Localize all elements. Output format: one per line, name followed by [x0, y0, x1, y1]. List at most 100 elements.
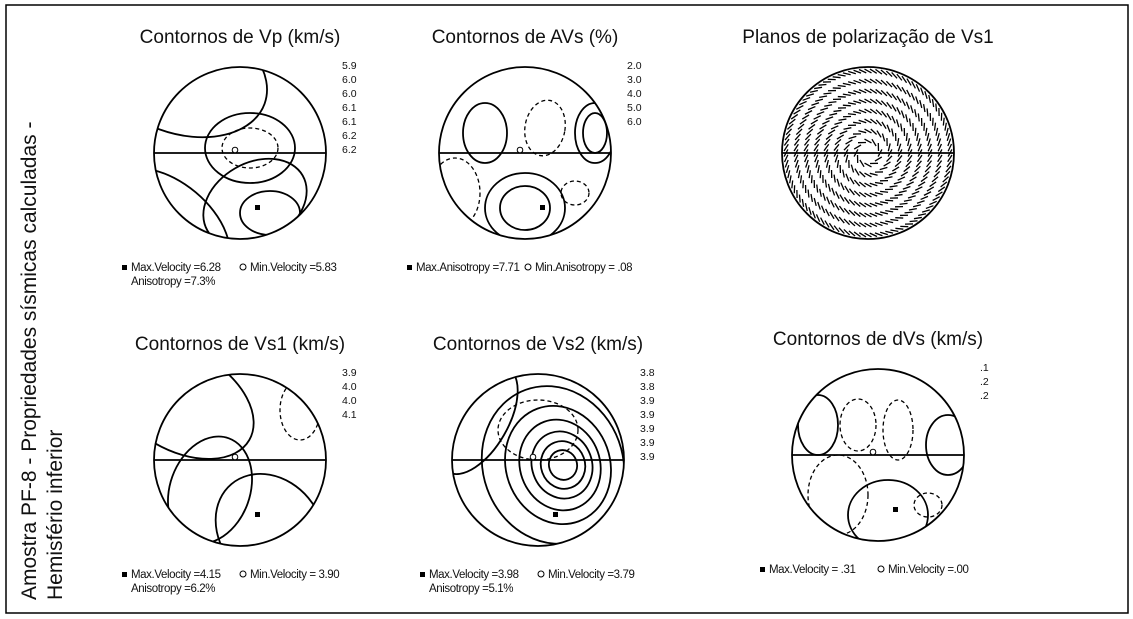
- polarization-tick: [853, 200, 861, 207]
- polarization-tick: [833, 174, 836, 183]
- polarization-tick: [827, 129, 836, 135]
- polarization-tick: [869, 232, 878, 238]
- panel: Planos de polarização de Vs1: [742, 27, 994, 240]
- polarization-tick: [816, 111, 825, 116]
- polarization-tick: [858, 201, 867, 208]
- polarization-tick: [895, 227, 904, 230]
- polarization-tick: [808, 123, 816, 130]
- polarization-tick: [829, 211, 835, 220]
- min-symbol: [869, 448, 877, 456]
- polarization-tick: [946, 160, 953, 168]
- polarization-tick: [843, 127, 852, 130]
- polarization-tick: [864, 232, 872, 238]
- polarization-tick: [885, 70, 893, 78]
- polarization-tick: [901, 86, 907, 95]
- polarization-tick: [864, 88, 872, 94]
- max-symbol: [255, 512, 260, 517]
- polarization-tick: [889, 185, 898, 188]
- polarization-tick: [843, 207, 850, 215]
- polarization-tick: [794, 159, 799, 168]
- polarization-tick: [819, 170, 822, 179]
- polarization-tick: [869, 108, 878, 115]
- max-symbol: [893, 507, 898, 512]
- polarization-tick: [838, 118, 847, 121]
- polarization-tick: [915, 84, 921, 92]
- contour-level: 4.0: [342, 381, 357, 393]
- polarization-tick: [847, 91, 856, 95]
- contour-level: 3.9: [640, 423, 655, 435]
- polarization-tick: [914, 165, 921, 173]
- polarization-tick: [858, 130, 867, 134]
- polarization-tick: [858, 212, 867, 218]
- contour-level: 6.1: [342, 102, 357, 114]
- polarization-tick: [926, 108, 929, 117]
- polarization-tick: [909, 220, 918, 223]
- polarization-tick: [842, 93, 851, 96]
- polarization-tick: [814, 86, 823, 90]
- polarization-tick: [799, 118, 807, 125]
- polarization-tick: [909, 176, 917, 182]
- polarization-tick: [922, 104, 926, 113]
- polarization-tick: [891, 71, 898, 79]
- contour-level: 3.8: [640, 367, 655, 379]
- polarization-tick: [807, 189, 810, 198]
- polarization-tick: [925, 127, 928, 136]
- polarization-tick: [831, 187, 836, 196]
- min-symbol: [516, 146, 524, 154]
- polarization-tick: [907, 195, 916, 199]
- polarization-tick: [927, 154, 933, 163]
- polarization-tick: [835, 191, 840, 199]
- polarization-tick: [844, 185, 850, 194]
- polarization-tick: [913, 216, 922, 220]
- polarization-tick: [926, 160, 933, 168]
- polarization-tick: [848, 188, 855, 196]
- polarization-tick: [901, 98, 906, 107]
- polarization-tick: [900, 123, 903, 132]
- polarization-tick: [811, 210, 816, 219]
- contour: [167, 435, 253, 545]
- contour-level: 6.1: [342, 116, 357, 128]
- polarization-tick: [794, 133, 801, 141]
- contour-level: 4.0: [627, 88, 642, 100]
- polarization-tick: [840, 182, 845, 191]
- panel-title: Contornos de dVs (km/s): [773, 329, 983, 350]
- contour-level: 3.9: [342, 367, 357, 379]
- polarization-tick: [897, 143, 902, 152]
- max-symbol: [540, 205, 545, 210]
- contour: [839, 398, 877, 452]
- polarization-tick: [864, 172, 872, 178]
- polarization-tick: [817, 165, 820, 174]
- polarization-tick: [825, 133, 833, 140]
- contours: [797, 394, 964, 541]
- polarization-tick: [858, 109, 867, 114]
- polarization-tick: [847, 113, 856, 116]
- polarization-tick: [876, 130, 882, 138]
- polarization-tick: [834, 138, 842, 146]
- polarization-tick: [869, 78, 878, 84]
- polarization-tick: [849, 176, 855, 185]
- polarization-tick: [804, 133, 812, 141]
- polarization-tick: [808, 206, 812, 216]
- contour: [547, 449, 579, 481]
- polarization-tick: [899, 202, 908, 205]
- polarization-tick: [902, 185, 911, 190]
- legend-max-symbol: [407, 265, 412, 270]
- polarization-tick: [921, 209, 931, 213]
- polarization-tick: [799, 175, 803, 184]
- polarization-tick: [823, 143, 830, 152]
- panel: Contornos de dVs (km/s) .1 .2 .2 Max.Velocit…: [760, 329, 989, 576]
- polarization-tick: [880, 89, 888, 97]
- polarization-tick: [807, 105, 816, 111]
- polarization-tick: [806, 128, 814, 135]
- polarization-tick: [788, 118, 796, 125]
- polarization-tick: [900, 171, 909, 177]
- polarization-tick: [864, 212, 872, 218]
- polarization-tick: [883, 161, 891, 167]
- polarization-tick: [853, 231, 861, 238]
- polarization-tick: [940, 181, 948, 188]
- panel-title: Planos de polarização de Vs1: [742, 27, 993, 48]
- polarization-tick: [879, 231, 889, 236]
- polarization-tick: [825, 159, 830, 168]
- polarization-tick: [880, 201, 889, 204]
- polarization-tick: [834, 121, 843, 126]
